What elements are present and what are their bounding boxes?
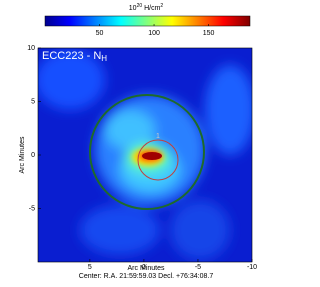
- colorbar-label: 1020 H/cm2: [129, 3, 164, 12]
- colorbar-tick-label: 50: [96, 30, 104, 37]
- region-circle: [137, 139, 179, 181]
- x-tick-label: 5: [88, 264, 92, 271]
- y-tick-label: 5: [31, 98, 35, 105]
- x-axis-label: Arc Minutes: [128, 265, 165, 272]
- y-axis-label: Arc Minutes: [19, 136, 26, 173]
- heatmap-image: [38, 48, 252, 262]
- footer: Center: R.A. 21:59:59.03 Decl. +76:34:08…: [79, 273, 214, 280]
- y-tick-label: -5: [29, 205, 35, 212]
- x-tick-label: -5: [195, 264, 201, 271]
- colorbar: [44, 15, 251, 27]
- region-circle: [89, 94, 205, 210]
- x-tick-label: 0: [142, 264, 146, 271]
- chart-title: ECC223 - NH: [42, 50, 107, 63]
- x-tick-label: -10: [247, 264, 257, 271]
- chart: 1020 H/cm2 1 ECC223 - NH Arc Minutes Cen…: [19, 3, 257, 280]
- colorbar-tick-label: 100: [148, 30, 160, 37]
- region-label: 1: [156, 133, 160, 140]
- y-tick-label: 0: [31, 152, 35, 159]
- colorbar-tick-label: 150: [203, 30, 215, 37]
- y-tick-label: 10: [27, 45, 35, 52]
